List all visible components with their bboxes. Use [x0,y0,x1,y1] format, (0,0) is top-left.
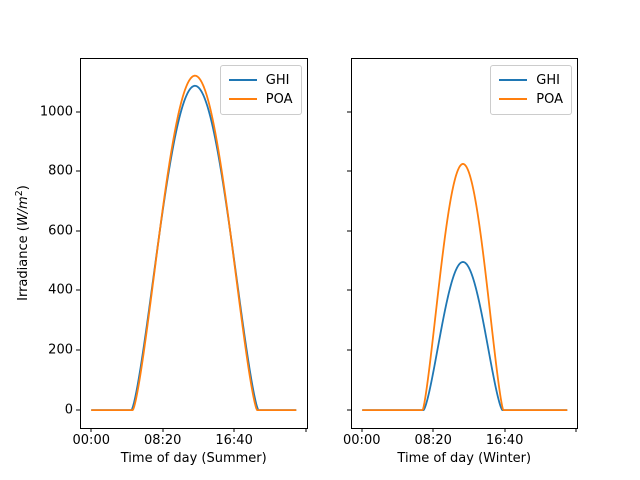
x-tick-mark [162,428,164,433]
y-tick-mark [346,349,351,351]
x-tick-label: 08:20 [414,433,452,449]
x-tick-mark [432,428,434,433]
legend-entry-poa: POA [499,90,563,109]
y-tick-mark [346,111,351,113]
winter-curves [361,162,567,411]
y-tick-mark [346,230,351,232]
x-tick-label: 16:40 [215,433,253,449]
y-tick-mark [346,289,351,291]
legend-summer: GHI POA [219,64,302,115]
y-axis-label: Irradiance (W/m2) [14,185,31,301]
legend-entry-ghi: GHI [228,71,293,90]
x-tick-mark [504,428,506,433]
left-poa-curve [91,74,297,411]
axes-winter: GHI POA Time of day (Winter) 00:00 08:20 1… [343,57,578,465]
y-tick-mark [346,170,351,172]
y-tick-mark [76,289,80,291]
x-tick-label: 00:00 [72,433,110,449]
y-tick-label: 0 [64,402,73,418]
legend-label-ghi: GHI [265,72,290,88]
y-tick-label: 1000 [39,104,73,120]
y-tick-mark [76,111,80,113]
legend-winter: GHI POA [490,64,572,115]
y-tick-mark [76,349,80,351]
right-poa-curve [361,162,567,411]
legend-label-poa: POA [265,91,293,107]
x-tick-mark [361,428,363,433]
right-ghi-curve [361,260,567,411]
y-tick-mark [346,409,351,411]
y-tick-label: 400 [48,282,73,298]
y-tick-label: 600 [48,223,73,239]
x-tick-mark [305,428,307,433]
y-tick-mark [76,230,80,232]
legend-label-ghi: GHI [536,72,560,88]
left-ghi-curve [91,84,297,411]
axes-summer: GHI POA Time of day (Summer) 00:00 08:20 1… [40,57,308,465]
legend-line-ghi [499,79,528,82]
x-axis-label-winter: Time of day (Winter) [397,451,532,467]
y-tick-label: 800 [48,163,73,179]
x-tick-label: 00:00 [343,433,381,449]
x-tick-label: 08:20 [143,433,182,449]
legend-label-poa: POA [536,91,563,107]
x-tick-mark [233,428,235,433]
summer-curves [91,74,297,411]
legend-entry-ghi: GHI [499,71,563,90]
y-tick-label: 200 [48,342,73,358]
x-tick-mark [90,428,92,433]
y-tick-mark [76,170,80,172]
y-tick-mark [76,409,80,411]
legend-line-poa [499,98,528,101]
legend-line-ghi [228,79,257,82]
x-tick-mark [575,428,577,433]
legend-entry-poa: POA [228,90,293,109]
legend-line-poa [228,98,257,101]
x-axis-label-summer: Time of day (Summer) [120,451,267,467]
x-tick-label: 16:40 [485,433,524,449]
